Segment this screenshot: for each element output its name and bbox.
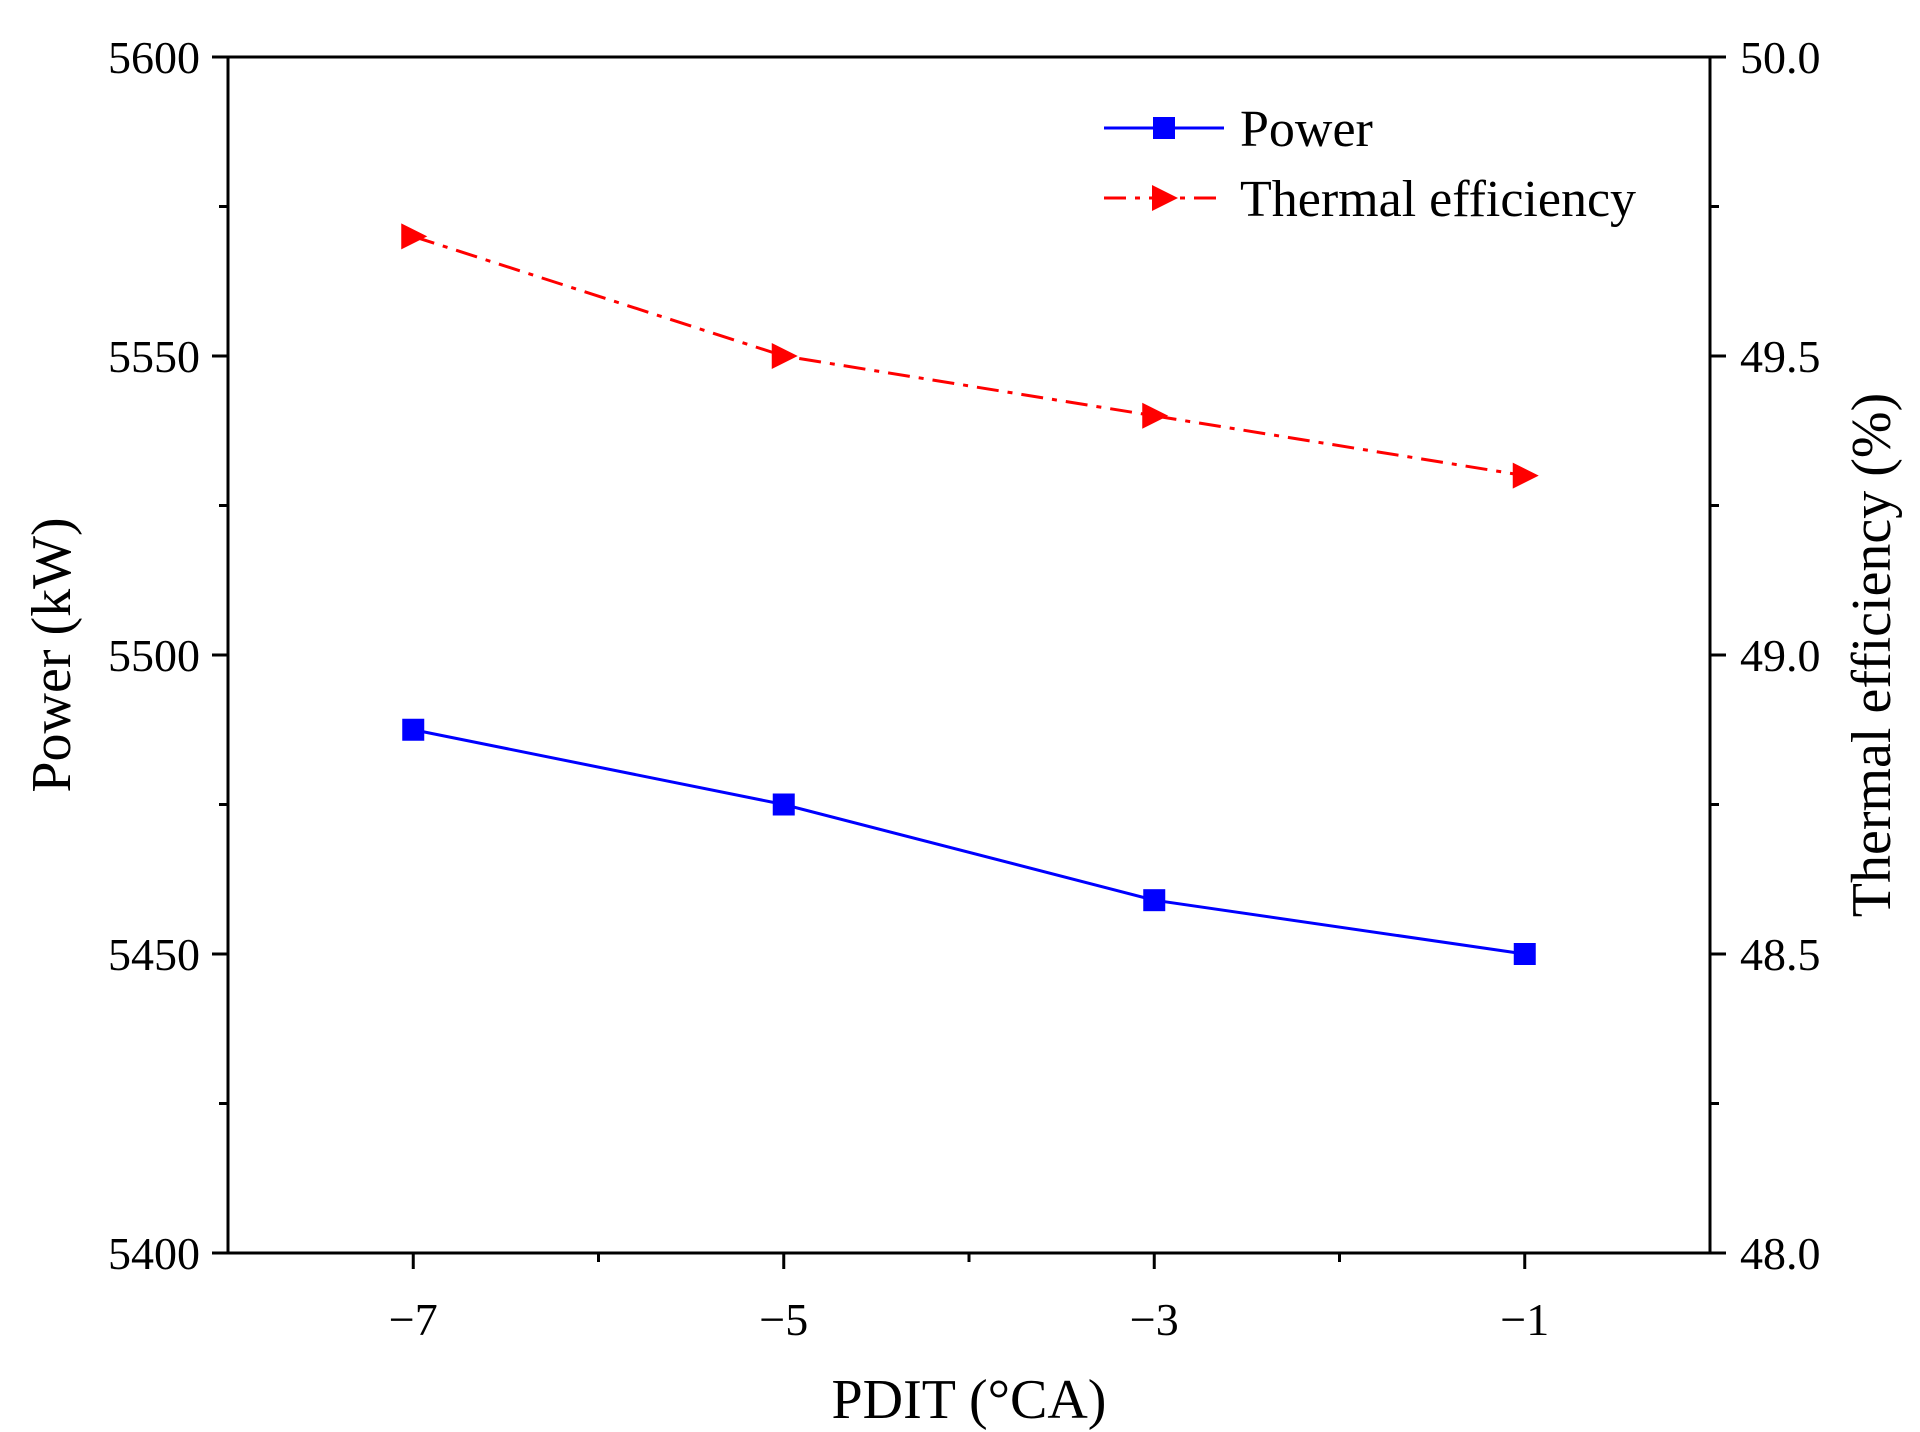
- x-axis-title: PDIT (°CA): [832, 1369, 1107, 1431]
- x-tick-label: −1: [1500, 1294, 1549, 1345]
- axis-labels: PDIT (°CA) Power (kW) Thermal efficiency…: [21, 393, 1903, 1431]
- series-power: [402, 718, 1536, 965]
- right-y-tick-label: 48.0: [1740, 1228, 1821, 1279]
- left-y-tick-label: 5450: [108, 929, 200, 980]
- data-point-power: [1513, 943, 1536, 965]
- x-tick-label: −5: [759, 1294, 808, 1345]
- data-point-thermal-efficiency: [1512, 462, 1539, 489]
- left-y-tick-label: 5500: [108, 630, 200, 681]
- series-layer: [401, 223, 1539, 965]
- plot-frame: [226, 55, 1712, 1255]
- legend-marker-thermal-efficiency: [1152, 185, 1178, 211]
- x-tick-label: −7: [389, 1294, 438, 1345]
- data-point-thermal-efficiency: [1142, 402, 1169, 429]
- right-y-tick-label: 49.0: [1740, 630, 1821, 681]
- data-point-thermal-efficiency: [401, 223, 428, 250]
- series-line-thermal-efficiency: [412, 234, 1525, 478]
- x-tick-label: −3: [1130, 1294, 1179, 1345]
- series-thermal-efficiency: [401, 223, 1539, 489]
- right-y-tick-label: 48.5: [1740, 929, 1821, 980]
- right-y-tick-label: 50.0: [1740, 32, 1821, 83]
- legend-marker-power: [1153, 117, 1175, 139]
- legend-item-power: Power: [1104, 101, 1373, 158]
- left-y-tick-label: 5600: [108, 32, 200, 83]
- data-point-power: [1143, 889, 1166, 912]
- legend: Power Thermal efficiency: [1104, 101, 1636, 228]
- right-y-axis-title: Thermal efficiency (%): [1841, 393, 1903, 917]
- legend-label-thermal-efficiency: Thermal efficiency: [1240, 171, 1636, 228]
- legend-label-power: Power: [1240, 101, 1373, 158]
- series-line-power: [412, 728, 1525, 956]
- right-y-tick-label: 49.5: [1740, 331, 1821, 382]
- data-point-thermal-efficiency: [771, 343, 798, 369]
- data-point-power: [772, 793, 795, 816]
- left-y-tick-label: 5550: [108, 331, 200, 382]
- left-y-tick-label: 5400: [108, 1228, 200, 1279]
- axes-layer: 5400 5450 5500 5550 5600 48.0 48.5 49.0 49.5 50.0…: [108, 32, 1821, 1345]
- left-y-axis-title: Power (kW): [21, 517, 83, 792]
- data-point-power: [402, 718, 425, 741]
- legend-item-thermal-efficiency: Thermal efficiency: [1104, 171, 1636, 228]
